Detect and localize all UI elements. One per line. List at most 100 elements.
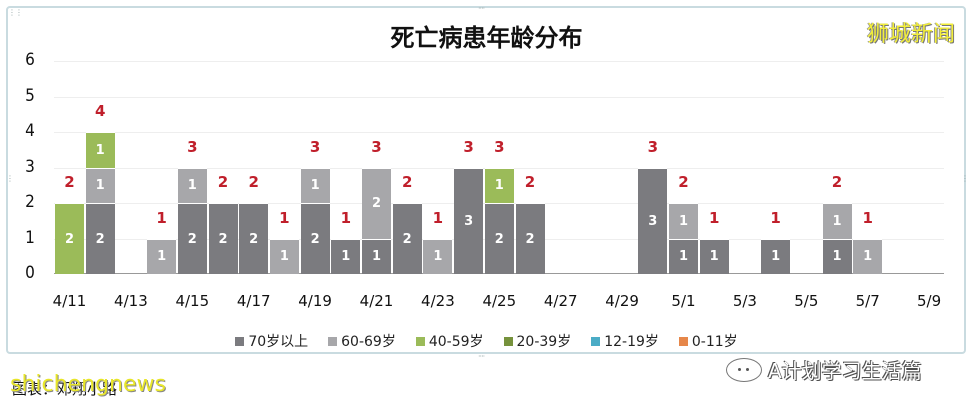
chart-title: 死亡病患年龄分布 xyxy=(390,24,583,52)
resize-handle-bottom[interactable]: ···· xyxy=(478,352,485,361)
x-tick-label: 4/29 xyxy=(605,292,639,310)
x-tick-label: 4/25 xyxy=(482,292,517,310)
bar-stack-4-24[interactable]: 3 xyxy=(454,167,484,274)
bar-segment: 2 xyxy=(300,203,330,274)
x-tick-label: 5/3 xyxy=(732,292,757,310)
bar-segment: 2 xyxy=(484,203,514,274)
bar-segment: 2 xyxy=(55,203,84,274)
resize-handle-left[interactable]: ⋮ xyxy=(6,174,14,183)
x-tick-label: 4/13 xyxy=(114,292,148,310)
legend: 70岁以上 60-69岁 40-59岁 20-39岁 12-19岁 0-11岁 xyxy=(0,331,973,351)
bar-stack-4-11[interactable]: 2 xyxy=(55,203,84,274)
bar-stack-4-16[interactable]: 2 xyxy=(208,203,238,274)
x-tick-label: 4/21 xyxy=(359,292,394,310)
bar-segment: 1 xyxy=(761,238,791,274)
legend-item[interactable]: 70岁以上 xyxy=(235,331,308,351)
y-tick-label: 6 xyxy=(25,50,35,70)
resize-handle-top[interactable]: ···· xyxy=(478,4,485,13)
legend-label: 12-19岁 xyxy=(604,334,659,350)
bar-segment: 1 xyxy=(177,167,207,203)
bar-segment: 1 xyxy=(484,167,514,203)
legend-item[interactable]: 60-69岁 xyxy=(328,331,396,351)
legend-label: 40-59岁 xyxy=(428,334,484,350)
bar-total-label: 1 xyxy=(770,208,781,227)
bar-segment: 1 xyxy=(331,238,361,274)
legend-label: 20-39岁 xyxy=(516,334,572,350)
bar-stack-4-22[interactable]: 2 xyxy=(392,203,422,274)
y-tick-label: 3 xyxy=(25,156,35,177)
bar-segment: 2 xyxy=(362,167,391,239)
bar-total-label: 2 xyxy=(401,173,413,191)
bar-total-label: 3 xyxy=(463,137,474,156)
bar-total-label: 4 xyxy=(94,102,106,120)
legend-item[interactable]: 20-39岁 xyxy=(503,331,572,351)
bar-total-label: 1 xyxy=(279,208,290,227)
bar-stack-4-20[interactable]: 1 xyxy=(331,238,361,274)
bar-segment: 1 xyxy=(147,238,177,274)
bar-stack-4-26[interactable]: 2 xyxy=(515,203,545,274)
bar-segment: 1 xyxy=(822,238,852,274)
legend-swatch-icon xyxy=(235,336,245,346)
bar-segment: 2 xyxy=(392,203,422,274)
bar-segment: 1 xyxy=(699,238,729,274)
bar-segment: 2 xyxy=(239,203,269,274)
chart-caption: 图表：邓翔小路 xyxy=(12,380,118,398)
wechat-watermark: A计划学习生活篇 xyxy=(726,355,922,384)
bar-stack-5-4[interactable]: 1 xyxy=(761,238,791,274)
bar-total-label: 1 xyxy=(340,208,352,227)
bar-total-label: 3 xyxy=(371,137,382,156)
bar-total-label: 3 xyxy=(647,137,659,156)
bar-stack-4-23[interactable]: 1 xyxy=(423,238,453,274)
wechat-icon xyxy=(726,357,762,382)
bar-segment: 1 xyxy=(269,238,299,274)
legend-item[interactable]: 0-11岁 xyxy=(678,331,738,351)
bar-stack-5-7[interactable]: 1 xyxy=(853,238,883,274)
bar-total-label: 2 xyxy=(248,173,259,191)
resize-handle-right[interactable]: ⋮ xyxy=(961,174,969,183)
legend-item[interactable]: 40-59岁 xyxy=(415,331,484,351)
bar-segment: 1 xyxy=(300,167,330,203)
legend-swatch-icon xyxy=(415,336,425,346)
legend-item[interactable]: 12-19岁 xyxy=(591,331,659,351)
bar-stack-4-30[interactable]: 3 xyxy=(638,167,668,274)
bar-segment: 2 xyxy=(177,203,207,274)
x-tick-label: 4/27 xyxy=(543,292,578,310)
x-tick-label: 4/19 xyxy=(298,292,332,310)
watermark-text: shichengnews xyxy=(10,372,166,397)
gridline xyxy=(54,61,944,62)
bar-segment: 1 xyxy=(362,238,391,274)
x-tick-label: 5/7 xyxy=(855,292,880,310)
resize-handle-top-left[interactable]: ⋮⋮ xyxy=(8,8,23,17)
wechat-account-name: A计划学习生活篇 xyxy=(768,359,922,383)
bar-segment: 1 xyxy=(85,167,115,203)
bar-stack-4-17[interactable]: 2 xyxy=(239,203,269,274)
bar-total-label: 2 xyxy=(64,173,75,191)
bar-segment: 1 xyxy=(85,132,115,168)
legend-label: 0-11岁 xyxy=(691,334,738,350)
bar-total-label: 1 xyxy=(708,208,720,227)
bar-segment: 2 xyxy=(208,203,238,274)
bar-stack-4-18[interactable]: 1 xyxy=(269,238,299,274)
x-tick-label: 5/1 xyxy=(671,292,696,310)
bar-total-label: 2 xyxy=(524,173,536,191)
bar-segment: 1 xyxy=(822,203,852,239)
y-tick-label: 4 xyxy=(25,121,35,141)
x-tick-label: 4/17 xyxy=(236,292,271,310)
bar-segment: 1 xyxy=(853,238,883,274)
bar-total-label: 3 xyxy=(309,137,321,156)
legend-swatch-icon xyxy=(328,336,338,346)
x-tick-label: 4/15 xyxy=(175,292,210,310)
bar-segment: 1 xyxy=(669,238,698,274)
bar-total-label: 2 xyxy=(217,173,229,191)
bar-stack-4-14[interactable]: 1 xyxy=(147,238,177,274)
x-tick-label: 5/5 xyxy=(794,292,819,310)
bar-stack-5-2[interactable]: 1 xyxy=(699,238,729,274)
